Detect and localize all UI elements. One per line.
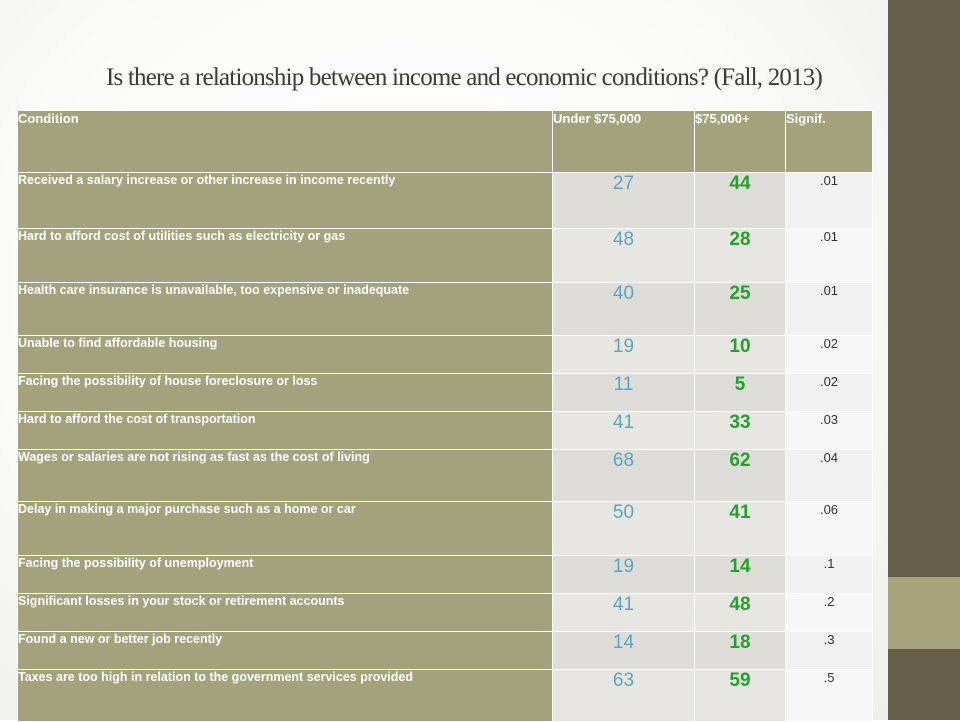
- condition-cell: Health care insurance is unavailable, to…: [17, 282, 553, 336]
- signif-cell: .1: [785, 555, 873, 594]
- signif-cell: .2: [785, 593, 873, 632]
- side-decoration-accent: [888, 577, 960, 649]
- 75000-plus-cell: 33: [694, 411, 786, 450]
- condition-cell: Hard to afford the cost of transportatio…: [17, 411, 553, 450]
- condition-cell: Hard to afford cost of utilities such as…: [17, 228, 553, 283]
- table-row: Health care insurance is unavailable, to…: [17, 282, 873, 336]
- 75000-plus-cell: 62: [694, 449, 786, 502]
- header-condition: Condition: [17, 110, 553, 173]
- under-75000-cell: 68: [552, 449, 695, 502]
- table-row: Significant losses in your stock or reti…: [17, 593, 873, 632]
- table-row: Wages or salaries are not rising as fast…: [17, 449, 873, 502]
- 75000-plus-cell: 59: [694, 669, 786, 722]
- condition-cell: Significant losses in your stock or reti…: [17, 593, 553, 632]
- 75000-plus-cell: 10: [694, 335, 786, 374]
- signif-cell: .04: [785, 449, 873, 502]
- 75000-plus-cell: 44: [694, 172, 786, 229]
- 75000-plus-cell: 41: [694, 501, 786, 556]
- income-conditions-table: Condition Under $75,000 $75,000+ Signif.…: [17, 110, 873, 722]
- signif-cell: .3: [785, 631, 873, 670]
- condition-cell: Unable to find affordable housing: [17, 335, 553, 374]
- header-signif: Signif.: [785, 110, 873, 173]
- table-row: Unable to find affordable housing 19 10.02: [17, 335, 873, 374]
- condition-cell: Taxes are too high in relation to the go…: [17, 669, 553, 722]
- header-75000-plus: $75,000+: [694, 110, 786, 173]
- table-row: Delay in making a major purchase such as…: [17, 501, 873, 556]
- table-row: Received a salary increase or other incr…: [17, 172, 873, 229]
- signif-cell: .5: [785, 669, 873, 722]
- signif-cell: .02: [785, 373, 873, 412]
- under-75000-cell: 11: [552, 373, 695, 412]
- under-75000-cell: 48: [552, 228, 695, 283]
- condition-cell: Received a salary increase or other incr…: [17, 172, 553, 229]
- under-75000-cell: 41: [552, 593, 695, 632]
- table-row: Facing the possibility of house foreclos…: [17, 373, 873, 412]
- 75000-plus-cell: 5: [694, 373, 786, 412]
- 75000-plus-cell: 18: [694, 631, 786, 670]
- 75000-plus-cell: 48: [694, 593, 786, 632]
- signif-cell: .06: [785, 501, 873, 556]
- header-under-75000: Under $75,000: [552, 110, 695, 173]
- condition-cell: Facing the possibility of house foreclos…: [17, 373, 553, 412]
- condition-cell: Wages or salaries are not rising as fast…: [17, 449, 553, 502]
- under-75000-cell: 50: [552, 501, 695, 556]
- condition-cell: Facing the possibility of unemployment: [17, 555, 553, 594]
- slide-title: Is there a relationship between income a…: [105, 64, 823, 91]
- table-header-row: Condition Under $75,000 $75,000+ Signif.: [17, 110, 873, 173]
- under-75000-cell: 41: [552, 411, 695, 450]
- condition-cell: Found a new or better job recently: [17, 631, 553, 670]
- signif-cell: .01: [785, 282, 873, 336]
- condition-cell: Delay in making a major purchase such as…: [17, 501, 553, 556]
- 75000-plus-cell: 28: [694, 228, 786, 283]
- 75000-plus-cell: 25: [694, 282, 786, 336]
- table-row: Hard to afford the cost of transportatio…: [17, 411, 873, 450]
- under-75000-cell: 40: [552, 282, 695, 336]
- under-75000-cell: 19: [552, 335, 695, 374]
- table-row: Found a new or better job recently 14 18.3: [17, 631, 873, 670]
- under-75000-cell: 63: [552, 669, 695, 722]
- signif-cell: .01: [785, 172, 873, 229]
- table-row: Taxes are too high in relation to the go…: [17, 669, 873, 722]
- table-row: Hard to afford cost of utilities such as…: [17, 228, 873, 283]
- signif-cell: .03: [785, 411, 873, 450]
- 75000-plus-cell: 14: [694, 555, 786, 594]
- signif-cell: .01: [785, 228, 873, 283]
- signif-cell: .02: [785, 335, 873, 374]
- under-75000-cell: 19: [552, 555, 695, 594]
- under-75000-cell: 27: [552, 172, 695, 229]
- table-row: Facing the possibility of unemployment 19…: [17, 555, 873, 594]
- under-75000-cell: 14: [552, 631, 695, 670]
